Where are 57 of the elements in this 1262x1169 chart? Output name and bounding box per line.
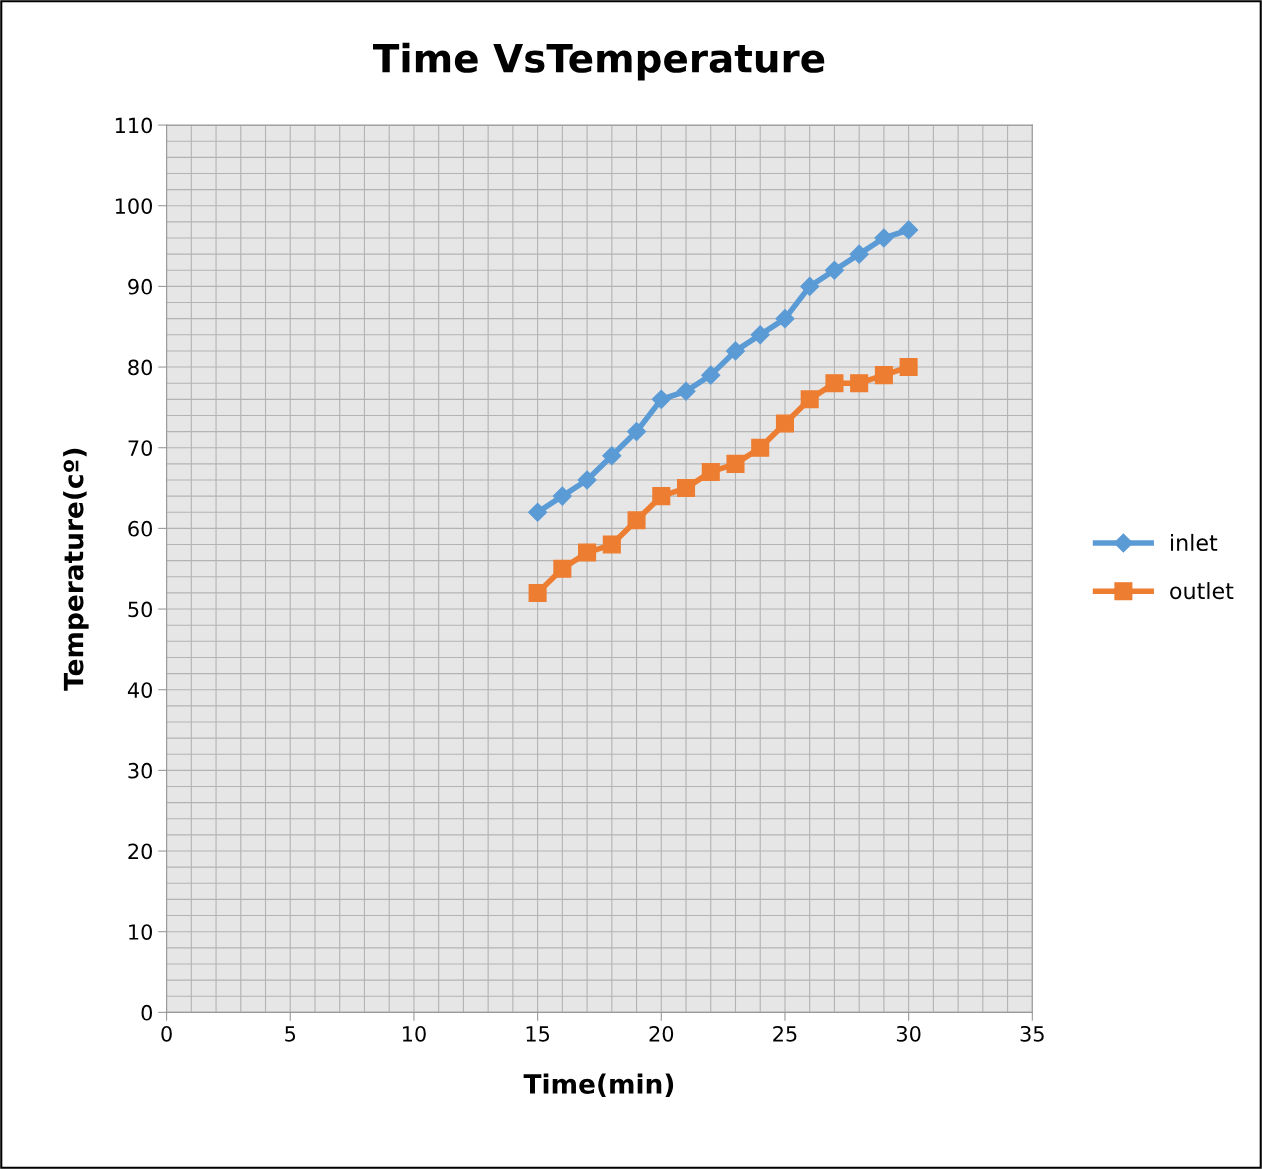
y-tick-label: 90: [128, 278, 153, 295]
point: [751, 438, 770, 457]
y-tick-label: 20: [128, 843, 153, 860]
x-tick-label: 35: [1020, 1025, 1044, 1042]
point: [750, 325, 770, 345]
y-tick-label: 80: [128, 359, 153, 376]
y-tick-label: 60: [128, 520, 153, 537]
point: [553, 559, 572, 578]
point: [800, 276, 820, 296]
point: [726, 454, 745, 473]
point: [825, 374, 844, 393]
x-tick-label: 20: [649, 1025, 674, 1042]
point: [577, 470, 597, 490]
point: [899, 358, 918, 377]
x-tick-label: 25: [773, 1025, 797, 1042]
point: [652, 487, 671, 506]
point: [602, 535, 621, 554]
y-tick-label: 70: [128, 440, 153, 456]
point: [676, 381, 696, 401]
x-tick-label: 10: [402, 1025, 426, 1042]
y-tick-label: 0: [141, 1004, 153, 1021]
x-tick-label: 30: [896, 1025, 921, 1042]
point: [874, 228, 894, 248]
point: [676, 479, 696, 498]
legend-label: inlet: [1171, 533, 1218, 552]
y-tick-label: 30: [128, 762, 153, 779]
point: [578, 543, 597, 562]
point: [775, 309, 795, 329]
y-tick-label: 110: [115, 117, 153, 134]
point: [874, 366, 893, 385]
point: [725, 341, 746, 361]
chart-title: Time VsTemperature: [373, 42, 825, 81]
point: [651, 389, 671, 409]
point: [701, 365, 721, 385]
point: [849, 244, 869, 264]
point: [602, 446, 622, 466]
x-axis-title: Time(min): [523, 1073, 674, 1098]
point: [800, 390, 819, 409]
point: [627, 422, 647, 442]
point: [899, 220, 919, 240]
y-tick-label: 100: [115, 198, 153, 214]
point: [552, 486, 572, 506]
y-axis-title: Temperature(cº): [63, 448, 89, 691]
point: [528, 583, 547, 602]
point: [824, 260, 844, 280]
y-tick-label: 40: [127, 682, 153, 698]
point: [775, 414, 794, 433]
x-tick-label: 15: [526, 1026, 550, 1042]
point: [701, 462, 720, 481]
y-tick-label: 50: [128, 601, 153, 618]
legend-label: outlet: [1170, 582, 1234, 600]
point: [627, 511, 646, 530]
x-tick-label: 5: [285, 1026, 296, 1042]
x-tick-label: 0: [161, 1025, 172, 1042]
point: [528, 502, 548, 522]
point: [850, 374, 869, 393]
y-tick-label: 10: [129, 924, 153, 940]
